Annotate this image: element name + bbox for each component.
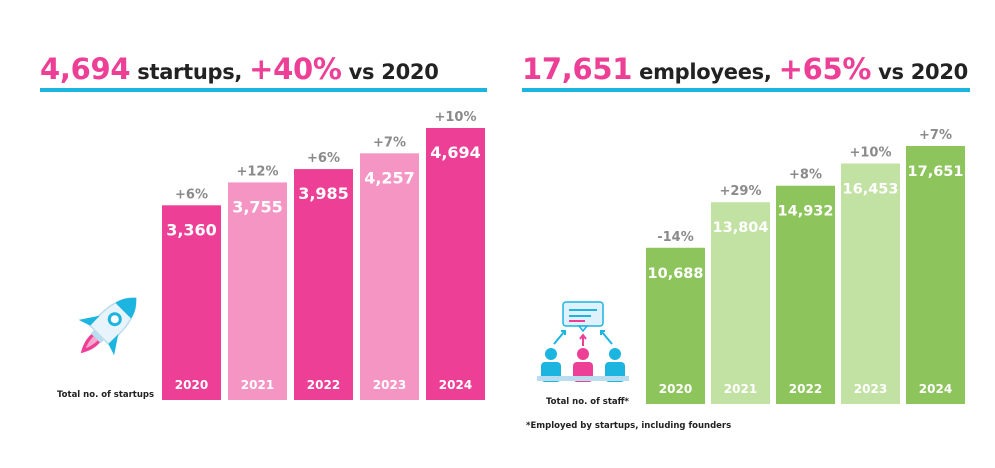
chart0-bar-2022 [294,169,353,400]
employees-growth: +65% [778,52,872,86]
chart0-value-label: 3,755 [232,197,283,216]
employees-noun: employees, [639,60,772,84]
chart0-change-label: +10% [434,110,476,125]
chart0-change-label: +6% [175,187,208,202]
startups-total: 4,694 [40,52,131,86]
chart1-value-label: 14,932 [778,204,834,220]
chart1-value-label: 10,688 [648,266,704,282]
startups-noun: startups, [137,60,243,84]
startups-axis-caption: Total no. of startups [57,390,155,400]
employees-panel: 17,651 employees, +65% vs 2020 10,688 -14… [497,0,995,468]
chart1-bar-2021 [711,202,770,404]
chart0-change-label: +6% [307,151,340,166]
employees-headline: 17,651 employees, +65% vs 2020 [522,52,968,86]
chart1-change-label: -14% [657,230,694,245]
chart1-tick-label: 2024 [919,382,952,396]
startups-headline: 4,694 startups, +40% vs 2020 [40,52,439,86]
chart1-value-label: 16,453 [843,182,899,198]
startups-suffix: vs 2020 [348,60,439,84]
startups-panel: 4,694 startups, +40% vs 2020 3,360 +6% 202… [0,0,497,468]
chart0-bar-2023 [360,153,419,400]
chart0-bar-2024 [426,128,485,400]
startups-headline-rule [40,88,487,92]
team-icon [537,301,629,382]
chart1-change-label: +10% [849,146,891,161]
chart0-value-label: 3,985 [298,184,349,203]
chart1-tick-label: 2021 [724,382,757,396]
chart0-tick-label: 2023 [373,378,406,392]
footnote: *Employed by startups, including founder… [526,421,732,431]
chart0-change-label: +12% [236,164,278,179]
chart0-value-label: 4,257 [364,168,415,187]
chart1-change-label: +29% [719,184,761,199]
chart0-value-label: 4,694 [430,143,481,162]
employees-total: 17,651 [522,52,633,86]
chart1-tick-label: 2023 [854,382,887,396]
chart1-value-label: 17,651 [908,164,964,180]
chart1-change-label: +8% [789,168,822,183]
employees-suffix: vs 2020 [878,60,968,84]
chart0-change-label: +7% [373,135,406,150]
chart0-tick-label: 2022 [307,378,340,392]
rocket-icon [78,297,137,356]
employees-headline-rule [522,88,970,92]
startups-bar-chart: 3,360 +6% 2020 3,755 +12% 2021 3,985 +6% 2022 4,2… [162,110,485,400]
chart1-bar-2023 [841,163,900,404]
staff-axis-caption: Total no. of staff* [546,397,629,407]
chart1-tick-label: 2020 [659,382,692,396]
chart0-value-label: 3,360 [166,220,217,239]
chart0-tick-label: 2020 [175,378,208,392]
chart1-bar-2022 [776,185,835,404]
startups-growth: +40% [249,52,342,86]
chart0-tick-label: 2021 [241,378,274,392]
chart1-bar-2020 [646,247,705,404]
employees-bar-chart: 10,688 -14% 2020 13,804 +29% 2021 14,932 +8% 202… [646,128,965,404]
chart1-change-label: +7% [919,128,952,143]
chart1-bar-2024 [906,146,965,404]
chart1-value-label: 13,804 [713,220,769,236]
chart0-bar-2020 [162,205,221,400]
chart0-bar-2021 [228,182,287,400]
chart1-tick-label: 2022 [789,382,822,396]
chart0-tick-label: 2024 [439,378,472,392]
